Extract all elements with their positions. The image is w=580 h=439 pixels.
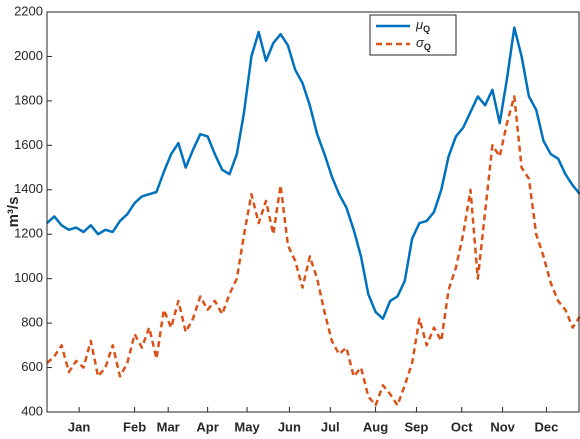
y-tick-label: 1400 [14, 181, 43, 196]
x-tick-label: Jul [321, 419, 340, 434]
plot-lines [47, 26, 580, 407]
series-line [47, 26, 580, 320]
y-tick-label: 400 [21, 403, 43, 418]
x-tick-label: Apr [196, 419, 218, 434]
x-tick-label: Sep [405, 419, 429, 434]
legend-box [369, 14, 457, 56]
series-line [47, 95, 580, 407]
x-tick-label: Aug [363, 419, 388, 434]
x-tick-label: Oct [451, 419, 473, 434]
y-tick-label: 2200 [14, 3, 43, 18]
x-tick-label: May [234, 419, 260, 434]
x-tick-label: Jun [278, 419, 301, 434]
x-tick-label: Dec [534, 419, 558, 434]
y-tick-label: 1000 [14, 270, 43, 285]
y-tick-label: 800 [21, 315, 43, 330]
y-tick-label: 1800 [14, 92, 43, 107]
x-tick-label: Mar [157, 419, 180, 434]
x-tick-label: Nov [490, 419, 515, 434]
y-tick-label: 1600 [14, 137, 43, 152]
x-tick-label: Feb [123, 419, 146, 434]
y-tick-label: 1200 [14, 226, 43, 241]
legend-label: μQ [415, 17, 430, 34]
x-tick-label: Jan [68, 419, 90, 434]
legend-label: σQ [416, 35, 431, 52]
plot-frame [46, 11, 580, 413]
y-tick-label: 600 [21, 359, 43, 374]
y-axis-label: m³/s [5, 197, 22, 228]
y-tick-label: 2000 [14, 48, 43, 63]
